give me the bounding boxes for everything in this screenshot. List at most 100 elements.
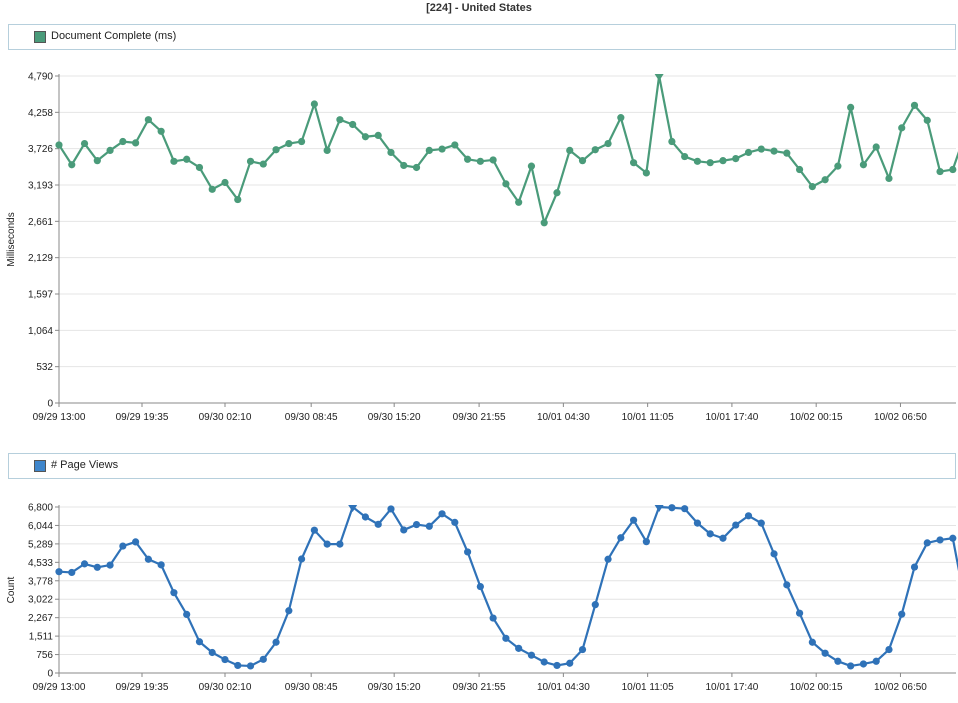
data-point bbox=[412, 520, 421, 529]
x-tick-label: 10/02 00:15 bbox=[790, 682, 843, 693]
data-point bbox=[885, 174, 893, 183]
x-tick-label: 09/29 19:35 bbox=[116, 412, 169, 423]
data-point bbox=[208, 648, 216, 657]
data-point bbox=[234, 195, 242, 204]
y-tick-label: 3,726 bbox=[28, 144, 53, 155]
y-tick-label: 6,044 bbox=[28, 521, 53, 532]
data-point bbox=[463, 548, 472, 556]
data-point bbox=[374, 131, 382, 139]
data-point bbox=[719, 157, 727, 165]
data-point bbox=[119, 542, 127, 550]
data-point bbox=[476, 157, 484, 165]
x-tick-label: 09/29 13:00 bbox=[33, 412, 86, 423]
data-point bbox=[540, 658, 548, 666]
data-point bbox=[553, 189, 561, 197]
data-point bbox=[910, 101, 919, 109]
data-point bbox=[898, 124, 906, 132]
legend-page-views: # Page Views bbox=[8, 453, 956, 479]
data-point bbox=[847, 662, 855, 670]
data-point bbox=[259, 655, 267, 663]
data-point bbox=[859, 660, 868, 668]
data-point bbox=[425, 522, 433, 530]
x-tick-label: 10/02 06:50 bbox=[874, 412, 927, 423]
data-point bbox=[681, 152, 689, 161]
data-point bbox=[642, 538, 650, 546]
x-tick-label: 09/30 08:45 bbox=[285, 412, 338, 423]
data-point bbox=[68, 568, 76, 577]
data-point bbox=[412, 163, 421, 172]
x-tick-label: 09/30 02:10 bbox=[199, 412, 252, 423]
data-point bbox=[144, 116, 152, 124]
y-tick-label: 1,511 bbox=[29, 632, 54, 643]
legend-label-page-views: # Page Views bbox=[51, 459, 119, 471]
data-point bbox=[732, 521, 740, 529]
data-point bbox=[272, 146, 280, 154]
x-tick-label: 10/01 17:40 bbox=[705, 682, 758, 693]
data-point bbox=[502, 634, 510, 642]
y-tick-label: 3,778 bbox=[28, 576, 53, 587]
data-point bbox=[489, 156, 497, 164]
data-point bbox=[898, 610, 906, 618]
data-point bbox=[336, 540, 344, 548]
data-point bbox=[425, 146, 433, 155]
data-point bbox=[298, 555, 306, 563]
data-point bbox=[872, 143, 880, 151]
data-point bbox=[936, 167, 944, 176]
data-point bbox=[221, 655, 229, 664]
data-point bbox=[834, 162, 842, 170]
data-point bbox=[566, 146, 574, 155]
data-point bbox=[387, 148, 395, 157]
data-point bbox=[170, 157, 178, 165]
data-point bbox=[221, 178, 229, 187]
legend-label-doc-complete: Document Complete (ms) bbox=[51, 30, 177, 42]
y-tick-label: 2,129 bbox=[28, 253, 53, 264]
data-point bbox=[157, 561, 165, 569]
data-point bbox=[463, 155, 472, 163]
data-point bbox=[936, 536, 944, 544]
data-point bbox=[438, 510, 446, 518]
data-point bbox=[246, 662, 255, 670]
data-point bbox=[770, 550, 778, 558]
data-point bbox=[566, 659, 574, 667]
legend-doc-complete: Document Complete (ms) bbox=[8, 24, 956, 50]
data-point bbox=[834, 657, 842, 665]
data-point bbox=[885, 645, 893, 654]
data-point bbox=[553, 661, 561, 670]
data-point bbox=[80, 139, 89, 148]
y-tick-label: 0 bbox=[47, 399, 53, 410]
data-point bbox=[654, 505, 664, 512]
data-point bbox=[668, 504, 676, 512]
data-point bbox=[604, 555, 612, 563]
data-point bbox=[757, 519, 765, 527]
data-point bbox=[629, 516, 638, 524]
y-tick-label: 3,193 bbox=[28, 181, 53, 192]
x-tick-label: 10/01 04:30 bbox=[537, 682, 590, 693]
data-point bbox=[578, 157, 587, 165]
y-axis-title: Milliseconds bbox=[6, 212, 17, 266]
y-tick-label: 4,790 bbox=[28, 72, 53, 83]
data-point bbox=[821, 176, 829, 184]
data-point bbox=[323, 540, 331, 548]
data-point bbox=[795, 609, 804, 617]
y-tick-label: 5,289 bbox=[28, 539, 53, 550]
data-point bbox=[949, 534, 957, 542]
y-tick-label: 2,267 bbox=[28, 613, 53, 624]
page-views-chart: 0 756 1,511 2,267 3,022 3,778 4,533 5,289 6,044 6… bbox=[6, 503, 958, 693]
data-point bbox=[348, 505, 358, 512]
data-point bbox=[234, 661, 242, 670]
data-point bbox=[783, 149, 791, 157]
data-point bbox=[476, 582, 484, 591]
data-point bbox=[336, 116, 344, 124]
data-point bbox=[259, 160, 267, 168]
x-tick-label: 10/02 00:15 bbox=[790, 412, 843, 423]
x-tick-label: 09/30 02:10 bbox=[199, 682, 252, 693]
data-point bbox=[527, 162, 536, 170]
x-tick-label: 09/29 19:35 bbox=[116, 682, 169, 693]
data-point bbox=[681, 505, 689, 513]
data-point bbox=[719, 534, 727, 542]
data-point bbox=[502, 180, 510, 188]
data-point bbox=[578, 645, 587, 654]
data-point bbox=[604, 139, 612, 148]
data-point bbox=[400, 161, 408, 170]
data-point bbox=[923, 116, 931, 124]
